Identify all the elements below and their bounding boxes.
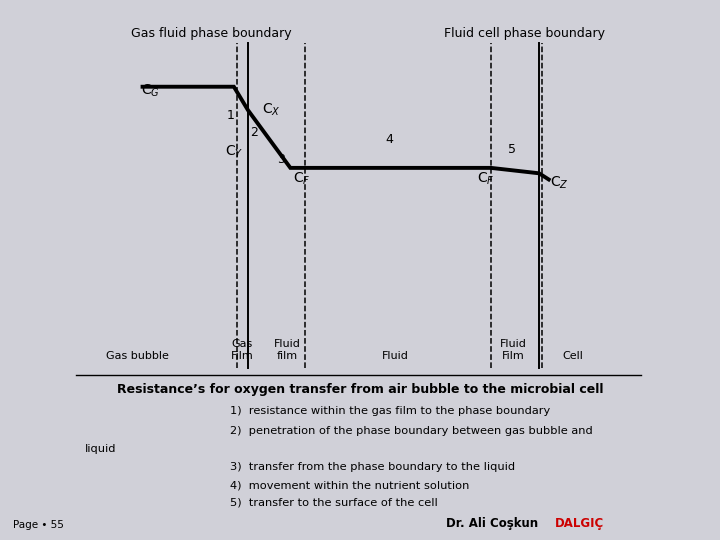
Text: C$_F$: C$_F$ [477,171,495,187]
Text: Fluid
Film: Fluid Film [500,339,527,361]
Text: Gas
Film: Gas Film [231,339,253,361]
Text: 1)  resistance within the gas film to the phase boundary: 1) resistance within the gas film to the… [230,406,551,416]
Text: Gas fluid phase boundary: Gas fluid phase boundary [131,27,292,40]
Text: C$_Y$: C$_Y$ [225,144,244,160]
Text: 4)  movement within the nutrient solution: 4) movement within the nutrient solution [230,480,469,490]
Text: C$_X$: C$_X$ [262,102,281,118]
Text: C$_G$: C$_G$ [140,82,160,98]
Text: Cell: Cell [562,351,583,361]
Text: 5)  transfer to the surface of the cell: 5) transfer to the surface of the cell [230,498,438,508]
Text: 2)  penetration of the phase boundary between gas bubble and: 2) penetration of the phase boundary bet… [230,426,593,436]
Text: Fluid cell phase boundary: Fluid cell phase boundary [444,27,606,40]
Text: liquid: liquid [85,444,117,454]
Text: 3)  transfer from the phase boundary to the liquid: 3) transfer from the phase boundary to t… [230,462,516,472]
Text: 4: 4 [385,132,393,145]
Text: Dr. Ali Coşkun: Dr. Ali Coşkun [446,517,543,530]
Text: 5: 5 [508,143,516,156]
Text: 3: 3 [277,153,285,166]
Text: C$_Z$: C$_Z$ [550,174,569,191]
Text: DALGIÇ: DALGIÇ [554,517,603,530]
Text: C$_F$: C$_F$ [293,171,311,187]
Text: Fluid: Fluid [382,351,408,361]
Text: Gas bubble: Gas bubble [107,351,169,361]
Text: Resistance’s for oxygen transfer from air bubble to the microbial cell: Resistance’s for oxygen transfer from ai… [117,383,603,396]
Text: 2: 2 [250,126,258,139]
Text: Page • 55: Page • 55 [13,520,64,530]
Text: Fluid
film: Fluid film [274,339,301,361]
Text: 1: 1 [227,109,235,122]
